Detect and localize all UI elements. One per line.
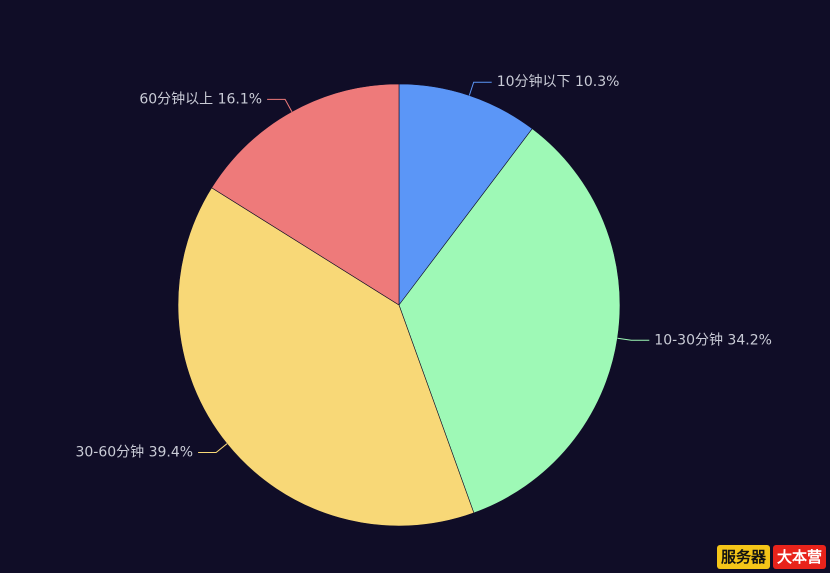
watermark-part-1: 服务器 bbox=[716, 545, 770, 569]
pie-slice-10-30[interactable] bbox=[398, 128, 621, 514]
slice-label-10-30: 10-30分钟 34.2% bbox=[654, 331, 772, 348]
pie-slice-30-60[interactable] bbox=[177, 187, 475, 527]
leader-line-over-60 bbox=[267, 98, 293, 112]
watermark-part-2: 大本营 bbox=[772, 545, 826, 569]
pie-slice-over-60[interactable] bbox=[211, 83, 400, 306]
leader-line-10-30 bbox=[617, 337, 650, 341]
leader-line-30-60 bbox=[198, 443, 228, 453]
leader-line-under-10 bbox=[468, 81, 492, 96]
slice-label-under-10: 10分钟以下 10.3% bbox=[497, 73, 620, 90]
slice-label-30-60: 30-60分钟 39.4% bbox=[75, 444, 193, 461]
slice-label-over-60: 60分钟以上 16.1% bbox=[139, 90, 262, 107]
watermark: 服务器 大本营 bbox=[716, 545, 826, 569]
